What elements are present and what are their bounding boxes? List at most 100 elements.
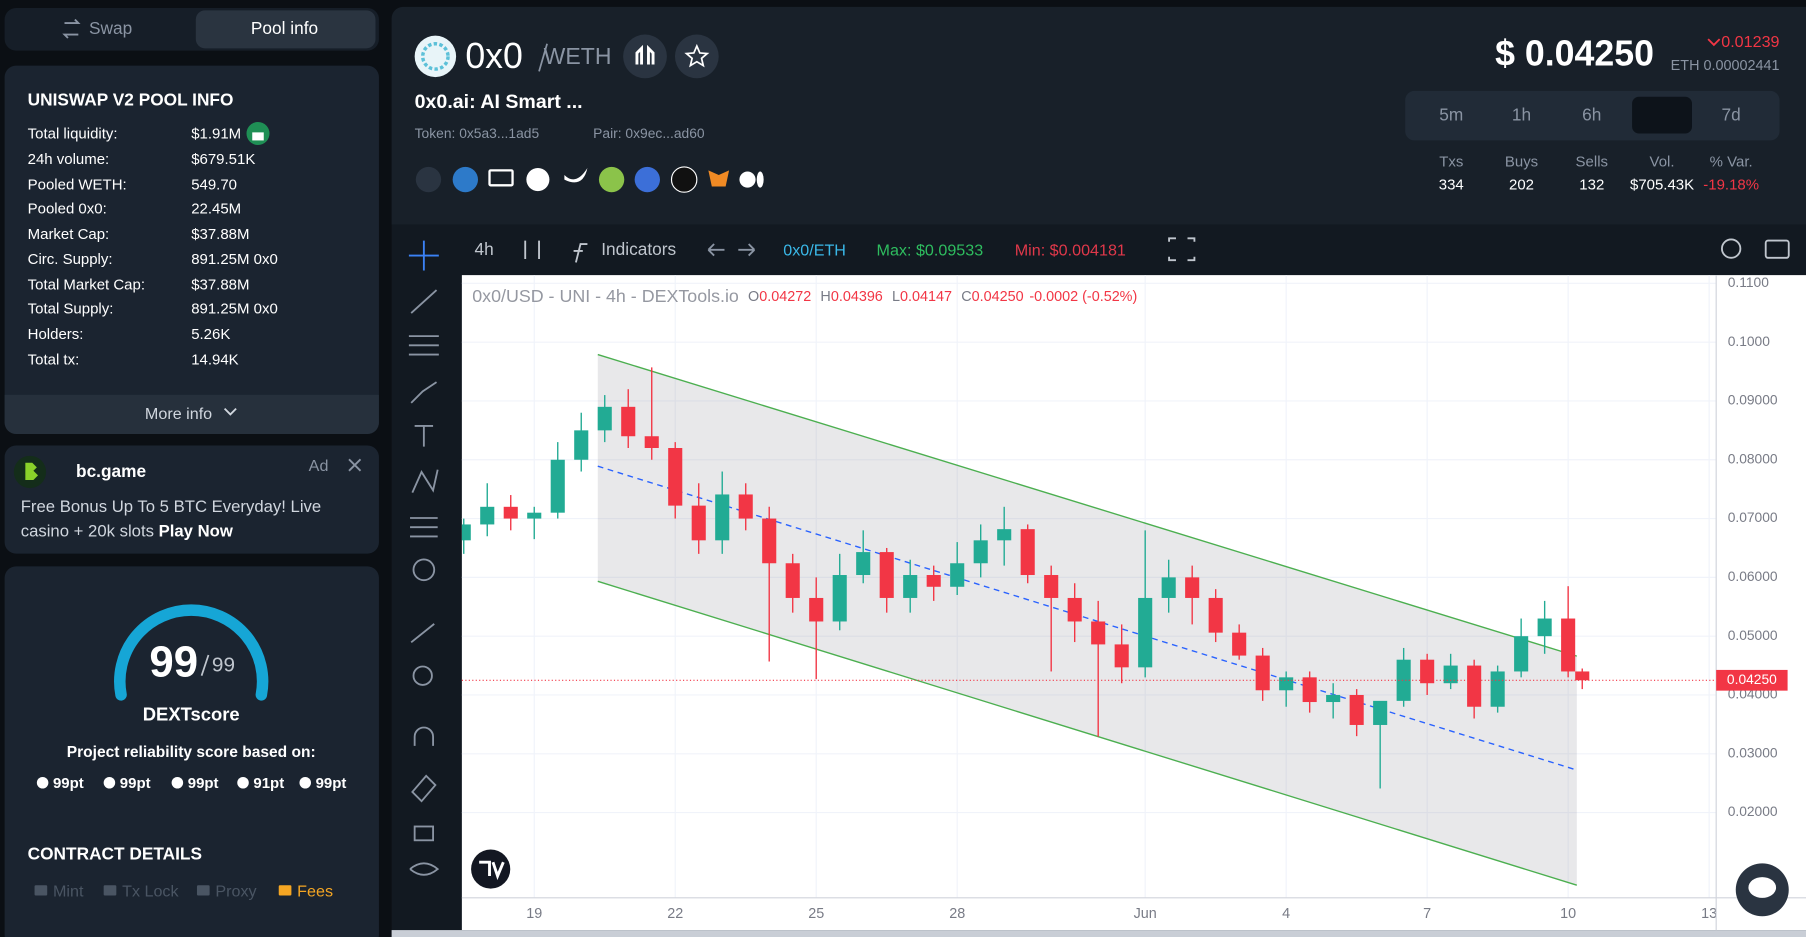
fib-tool[interactable] xyxy=(408,335,439,356)
timeframe[interactable]: 7d xyxy=(1721,105,1741,125)
line-tool[interactable] xyxy=(410,289,438,314)
social[interactable] xyxy=(670,166,698,193)
channel xyxy=(597,353,1578,886)
legend-change: -0.0002 (-0.52%) xyxy=(1029,289,1137,305)
candle-body xyxy=(1067,597,1082,622)
y-tick-label: 0.05000 xyxy=(1728,627,1778,643)
x-tick-label: 13 xyxy=(1701,906,1717,922)
more-info[interactable]: More info xyxy=(144,404,213,423)
close-icon[interactable] xyxy=(348,458,362,472)
candle-body xyxy=(503,506,518,519)
camera-icon[interactable] xyxy=(1764,239,1790,259)
chat-icon xyxy=(1748,877,1777,898)
token-address[interactable]: Token: 0x5a3...1ad5 xyxy=(414,125,540,142)
candle-body xyxy=(1537,618,1552,637)
candle-body xyxy=(973,540,988,564)
metric: 99pt xyxy=(119,774,151,792)
chart: 0.1100 0.1000 0.09000 0.08000 0.07000 0.06000… xyxy=(391,274,1806,937)
symbol: 0x0 xyxy=(465,35,523,76)
social[interactable] xyxy=(708,170,730,187)
ruler-tool[interactable] xyxy=(410,623,435,644)
draw-mode-tool[interactable] xyxy=(411,774,437,803)
tab-active xyxy=(195,10,376,49)
timeframe-bar xyxy=(1405,90,1780,141)
timeframe[interactable]: 6h xyxy=(1582,105,1602,125)
ad-name[interactable]: bc.game xyxy=(76,462,147,482)
zoom-tool[interactable] xyxy=(412,665,433,686)
social[interactable] xyxy=(452,166,478,193)
indicators[interactable]: Indicators xyxy=(601,240,677,260)
pattern-tool[interactable] xyxy=(411,469,439,494)
pool-label: Total tx: xyxy=(27,350,80,368)
pool-label: Market Cap: xyxy=(27,225,110,243)
social[interactable] xyxy=(415,166,442,193)
y-tick-label: 0.06000 xyxy=(1728,568,1778,584)
legend-title: 0x0/USD - UNI - 4h - DEXTools.io xyxy=(472,286,739,306)
fullscreen-icon[interactable] xyxy=(1168,237,1196,262)
contract-flag: Proxy xyxy=(215,881,257,901)
candle-body xyxy=(480,506,495,525)
candle-body xyxy=(527,512,542,519)
candle-body xyxy=(785,563,800,598)
social[interactable] xyxy=(634,166,660,193)
candle-body xyxy=(1138,597,1153,668)
social[interactable] xyxy=(564,168,588,183)
ad-text[interactable]: Free Bonus Up To 5 BTC Everyday! Live ca… xyxy=(21,496,355,544)
lock-badge-body xyxy=(252,132,264,141)
icons xyxy=(62,18,1790,876)
pool-value: $679.51K xyxy=(191,149,256,168)
social[interactable] xyxy=(526,168,550,192)
ohlc-key: O xyxy=(748,289,759,305)
token-name: 0x0.ai: AI Smart ... xyxy=(414,90,583,113)
chart-legend: 0x0/USD - UNI - 4h - DEXTools.io O0.04272… xyxy=(472,286,1137,306)
channel-bottom xyxy=(597,580,1578,886)
ad-copy: Free Bonus Up To 5 BTC Everyday! Live ca… xyxy=(20,498,322,542)
x-tick-label: 28 xyxy=(949,906,965,922)
candle-body xyxy=(926,575,941,587)
timeframe[interactable]: 5m xyxy=(1439,105,1464,125)
score-subtitle: Project reliability score based on: xyxy=(66,743,316,761)
undo-redo[interactable] xyxy=(707,243,756,257)
favorite-btn[interactable] xyxy=(674,34,719,79)
candle-body xyxy=(879,552,894,598)
candle-body xyxy=(1208,597,1223,633)
emoji-tool[interactable] xyxy=(412,558,436,582)
brush-tool[interactable] xyxy=(410,381,438,404)
social[interactable] xyxy=(756,171,764,188)
ad-cta[interactable]: Play Now xyxy=(158,522,233,542)
text-tool[interactable] xyxy=(414,424,434,447)
more-info-bar[interactable] xyxy=(4,394,379,434)
tab[interactable]: Pool info xyxy=(250,18,319,39)
timeframe-active xyxy=(1632,96,1692,134)
eye-tool[interactable] xyxy=(409,862,440,876)
social[interactable] xyxy=(488,169,514,187)
settings-icon[interactable] xyxy=(1721,238,1742,259)
toolbar-pair[interactable]: 0x0/ETH xyxy=(783,240,846,259)
tab[interactable]: Swap xyxy=(88,18,133,39)
candle-body xyxy=(856,552,871,576)
ad-logo-mark xyxy=(25,462,39,481)
chevron xyxy=(223,407,237,416)
cross-tool[interactable] xyxy=(408,240,439,271)
social[interactable] xyxy=(598,166,625,193)
candle-body xyxy=(997,529,1012,541)
social[interactable] xyxy=(739,171,756,188)
candle-body xyxy=(1349,694,1364,725)
candle-body xyxy=(1044,575,1059,598)
stat-value: -19.18% xyxy=(1703,175,1760,193)
interval[interactable]: 4h xyxy=(474,240,494,260)
pool-title: UNISWAP V2 POOL INFO xyxy=(27,90,234,110)
candle-icon[interactable] xyxy=(524,240,540,259)
pair-address[interactable]: Pair: 0x9ec...ad60 xyxy=(593,125,705,142)
forecast-tool[interactable] xyxy=(410,517,438,538)
pool-value: $1.91M xyxy=(191,124,242,143)
candle-body xyxy=(738,494,753,519)
x-tick-label: 4 xyxy=(1282,906,1290,922)
binoculars-btn[interactable] xyxy=(623,34,667,79)
pool-value: 891.25M 0x0 xyxy=(191,250,278,268)
stat-label: % Var. xyxy=(1709,152,1753,170)
magnet-tool[interactable] xyxy=(413,726,434,746)
timeframe[interactable]: 1h xyxy=(1511,105,1532,125)
ohlc-value: 0.04147 xyxy=(900,289,952,305)
lock-tool[interactable] xyxy=(413,825,434,842)
